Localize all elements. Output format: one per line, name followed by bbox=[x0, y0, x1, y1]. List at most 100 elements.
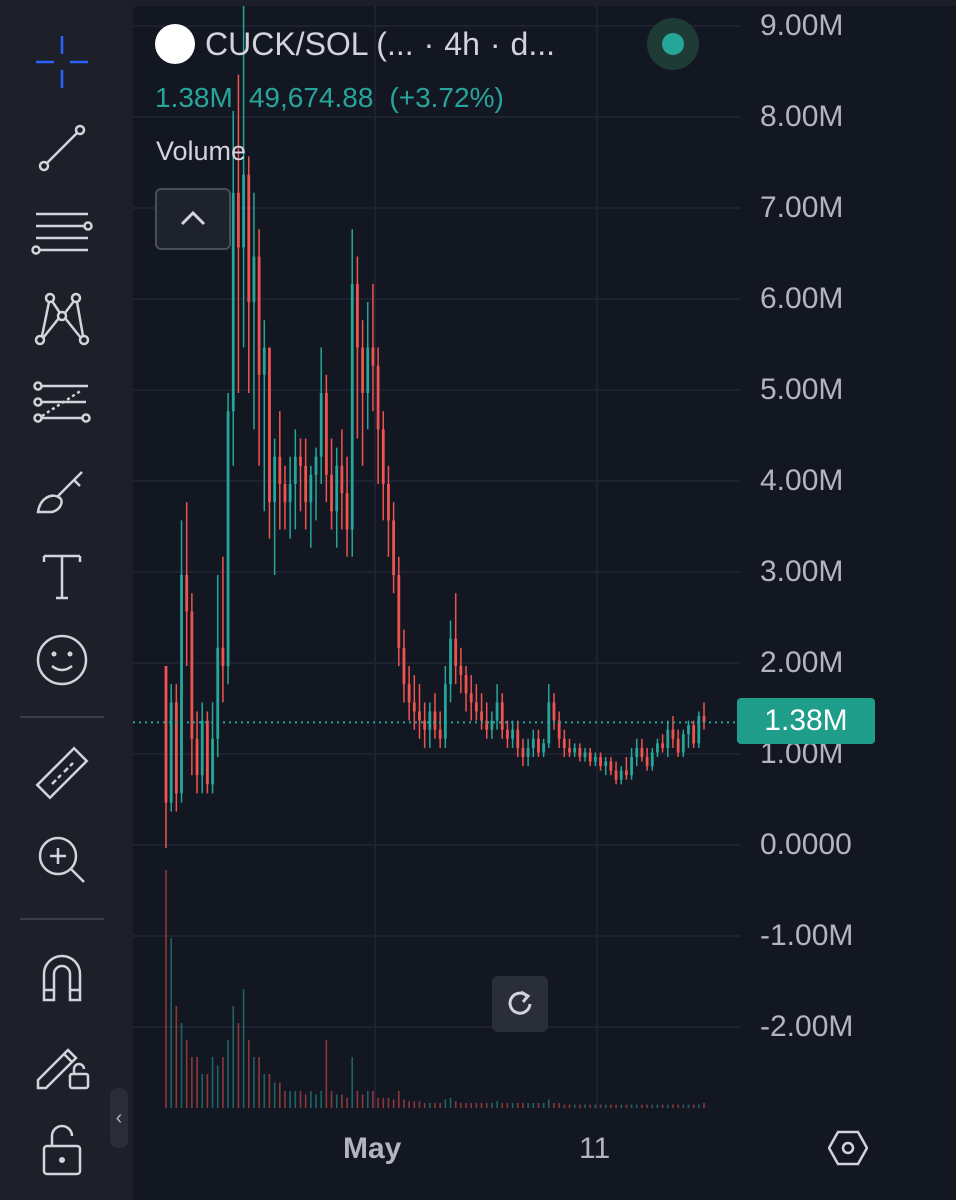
candle-body bbox=[330, 474, 333, 512]
candle-body bbox=[268, 347, 271, 503]
candle-body bbox=[242, 174, 245, 248]
time-axis[interactable]: May 11 bbox=[133, 1108, 956, 1200]
candle-body bbox=[650, 752, 654, 767]
pattern-icon bbox=[34, 292, 90, 346]
candle-body bbox=[521, 747, 525, 757]
fib-retracement-tool[interactable] bbox=[18, 196, 106, 268]
zoom-in-icon bbox=[38, 836, 85, 883]
settings-hexagon-icon[interactable] bbox=[828, 1130, 868, 1166]
volume-bar bbox=[661, 1104, 664, 1108]
volume-bar bbox=[589, 1104, 591, 1108]
volume-bar bbox=[392, 1099, 395, 1108]
candle-body bbox=[299, 456, 302, 466]
candle-body bbox=[697, 716, 701, 744]
crosshair-tool[interactable] bbox=[18, 26, 106, 98]
magnet-icon bbox=[42, 954, 82, 1002]
volume-bar bbox=[656, 1104, 659, 1108]
volume-bar bbox=[268, 1074, 271, 1108]
volume-bar bbox=[573, 1104, 576, 1108]
price-tick: 6.00M bbox=[760, 282, 844, 315]
volume-bar bbox=[594, 1104, 597, 1108]
volume-bar bbox=[196, 1057, 198, 1108]
price-tick: 0.0000 bbox=[760, 828, 852, 861]
volume-bar bbox=[485, 1102, 488, 1108]
trend-line-tool[interactable] bbox=[18, 110, 106, 182]
candle-body bbox=[702, 716, 706, 723]
volume-bar bbox=[475, 1102, 478, 1108]
volume-bar bbox=[211, 1057, 214, 1108]
volume-indicator-label[interactable]: Volume bbox=[156, 136, 247, 166]
emoji-tool[interactable] bbox=[18, 624, 106, 696]
volume-bar bbox=[563, 1104, 566, 1108]
volume-bar bbox=[294, 1091, 297, 1108]
prediction-tool[interactable] bbox=[18, 368, 106, 440]
volume-bar bbox=[335, 1094, 338, 1108]
chevron-left-icon: ‹ bbox=[115, 1106, 123, 1129]
candle-body bbox=[469, 693, 473, 703]
candle-body bbox=[418, 711, 421, 721]
drawing-toolbar bbox=[0, 0, 124, 1200]
market-status-indicator[interactable] bbox=[647, 18, 699, 70]
volume-bar bbox=[247, 1040, 250, 1108]
volume-bar bbox=[449, 1097, 452, 1108]
text-tool[interactable] bbox=[18, 540, 106, 612]
candle-body bbox=[640, 747, 644, 757]
volume-bar bbox=[465, 1102, 467, 1108]
symbol-name[interactable]: CUCK/SOL (... bbox=[205, 25, 414, 62]
price-axis[interactable]: 9.00M 8.00M 7.00M 6.00M 5.00M 4.00M 3.00M 2.00M… bbox=[740, 0, 956, 1108]
volume-bar bbox=[677, 1104, 679, 1108]
volume-bar bbox=[439, 1102, 441, 1108]
volume-bar bbox=[527, 1102, 529, 1108]
zoom-in-tool[interactable] bbox=[18, 824, 106, 896]
candle-body bbox=[625, 770, 628, 776]
volume-bar bbox=[361, 1094, 364, 1108]
volume-bar bbox=[434, 1102, 436, 1108]
reset-icon bbox=[508, 990, 532, 1015]
volume-bar bbox=[299, 1091, 302, 1108]
candle-body bbox=[593, 757, 597, 762]
volume-bar bbox=[470, 1102, 473, 1108]
source-label[interactable]: d... bbox=[510, 25, 555, 62]
prediction-icon bbox=[33, 381, 91, 423]
candle-body bbox=[387, 484, 390, 521]
candle-body bbox=[599, 757, 602, 767]
volume-bar bbox=[320, 1091, 322, 1108]
volume-bar bbox=[646, 1104, 648, 1108]
volume-bar bbox=[222, 1057, 224, 1108]
pattern-tool[interactable] bbox=[18, 282, 106, 354]
reset-chart-button[interactable] bbox=[492, 976, 548, 1032]
candle-body bbox=[237, 192, 240, 248]
volume-bar bbox=[232, 1006, 235, 1108]
candlestick-chart[interactable] bbox=[133, 6, 956, 1108]
measure-tool[interactable] bbox=[18, 738, 106, 810]
volume-bar bbox=[553, 1102, 555, 1108]
volume-bar bbox=[568, 1104, 571, 1108]
brush-icon bbox=[36, 471, 83, 514]
volume-bar bbox=[227, 1040, 229, 1108]
price-tick: -2.00M bbox=[760, 1010, 854, 1043]
volume-bar bbox=[351, 1057, 354, 1108]
candle-body bbox=[630, 757, 633, 776]
toolbar-divider-2 bbox=[20, 918, 104, 920]
candle-body bbox=[356, 283, 359, 348]
candle-body bbox=[190, 611, 194, 739]
unlock-tool[interactable] bbox=[18, 1112, 106, 1184]
volume-bar bbox=[330, 1091, 333, 1108]
volume-bar bbox=[641, 1104, 643, 1108]
candle-body bbox=[464, 675, 468, 694]
chart-pane[interactable] bbox=[133, 6, 956, 1108]
lock-drawings-tool[interactable] bbox=[18, 1026, 106, 1098]
candle-body bbox=[262, 347, 266, 375]
candle-body bbox=[180, 575, 183, 794]
chart-legend[interactable]: CUCK/SOL (... · 4h · d... bbox=[155, 24, 555, 64]
volume-bar bbox=[516, 1102, 519, 1108]
brush-tool[interactable] bbox=[18, 454, 106, 526]
collapse-legend-button[interactable] bbox=[155, 188, 231, 250]
interval-label[interactable]: 4h bbox=[444, 25, 480, 62]
candle-body bbox=[681, 734, 685, 753]
candle-body bbox=[200, 720, 204, 776]
candle-body bbox=[345, 493, 349, 530]
magnet-tool[interactable] bbox=[18, 940, 106, 1012]
toolbar-collapse-handle[interactable]: ‹ bbox=[110, 1088, 128, 1148]
volume-bar bbox=[304, 1094, 307, 1108]
